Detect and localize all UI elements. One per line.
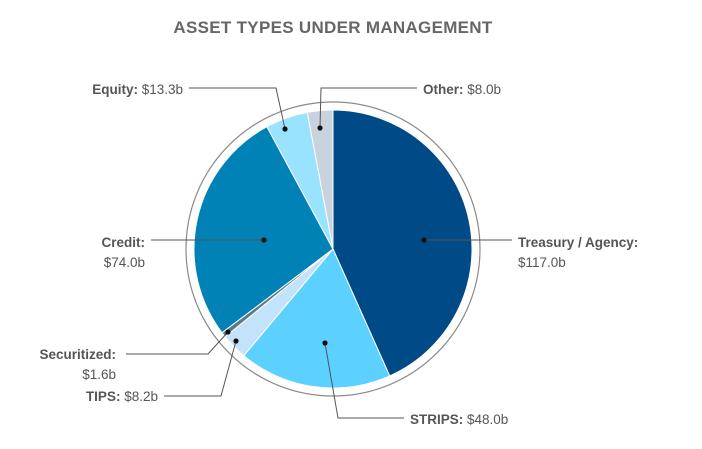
pie-slice-credit <box>193 126 334 334</box>
data-label-other: Other: $8.0b <box>423 82 501 97</box>
data-value-credit: $74.0b <box>104 255 145 270</box>
leader-line-equity <box>189 87 286 130</box>
leader-line-other <box>319 87 417 129</box>
data-label-credit: Credit: <box>102 235 146 250</box>
leader-dot-tips <box>233 338 239 344</box>
leader-dot-credit <box>261 237 267 243</box>
leader-dot-other <box>317 125 323 131</box>
pie-slice-strips <box>243 248 391 389</box>
pie-outer-ring <box>185 101 481 397</box>
data-value-treasury-agency: $117.0b <box>518 255 566 270</box>
chart-title: ASSET TYPES UNDER MANAGEMENT <box>173 18 492 37</box>
leader-line-strips <box>324 342 404 419</box>
leader-dot-strips <box>322 340 328 346</box>
leader-line-tips <box>164 340 237 397</box>
pie-slice-treasury-agency <box>332 109 473 377</box>
data-label-tips: TIPS: $8.2b <box>86 389 158 404</box>
data-label-securitized: Securitized: <box>39 347 116 362</box>
data-label-strips: STRIPS: $48.0b <box>410 412 508 427</box>
leader-dot-equity <box>282 126 288 132</box>
data-label-equity: Equity: $13.3b <box>92 82 183 97</box>
data-label-treasury-agency: Treasury / Agency: <box>518 235 638 250</box>
leader-line-securitized <box>126 331 229 355</box>
leader-dot-treasury-agency <box>421 237 427 243</box>
data-value-securitized: $1.6b <box>82 367 116 382</box>
leader-dot-securitized <box>225 329 231 335</box>
